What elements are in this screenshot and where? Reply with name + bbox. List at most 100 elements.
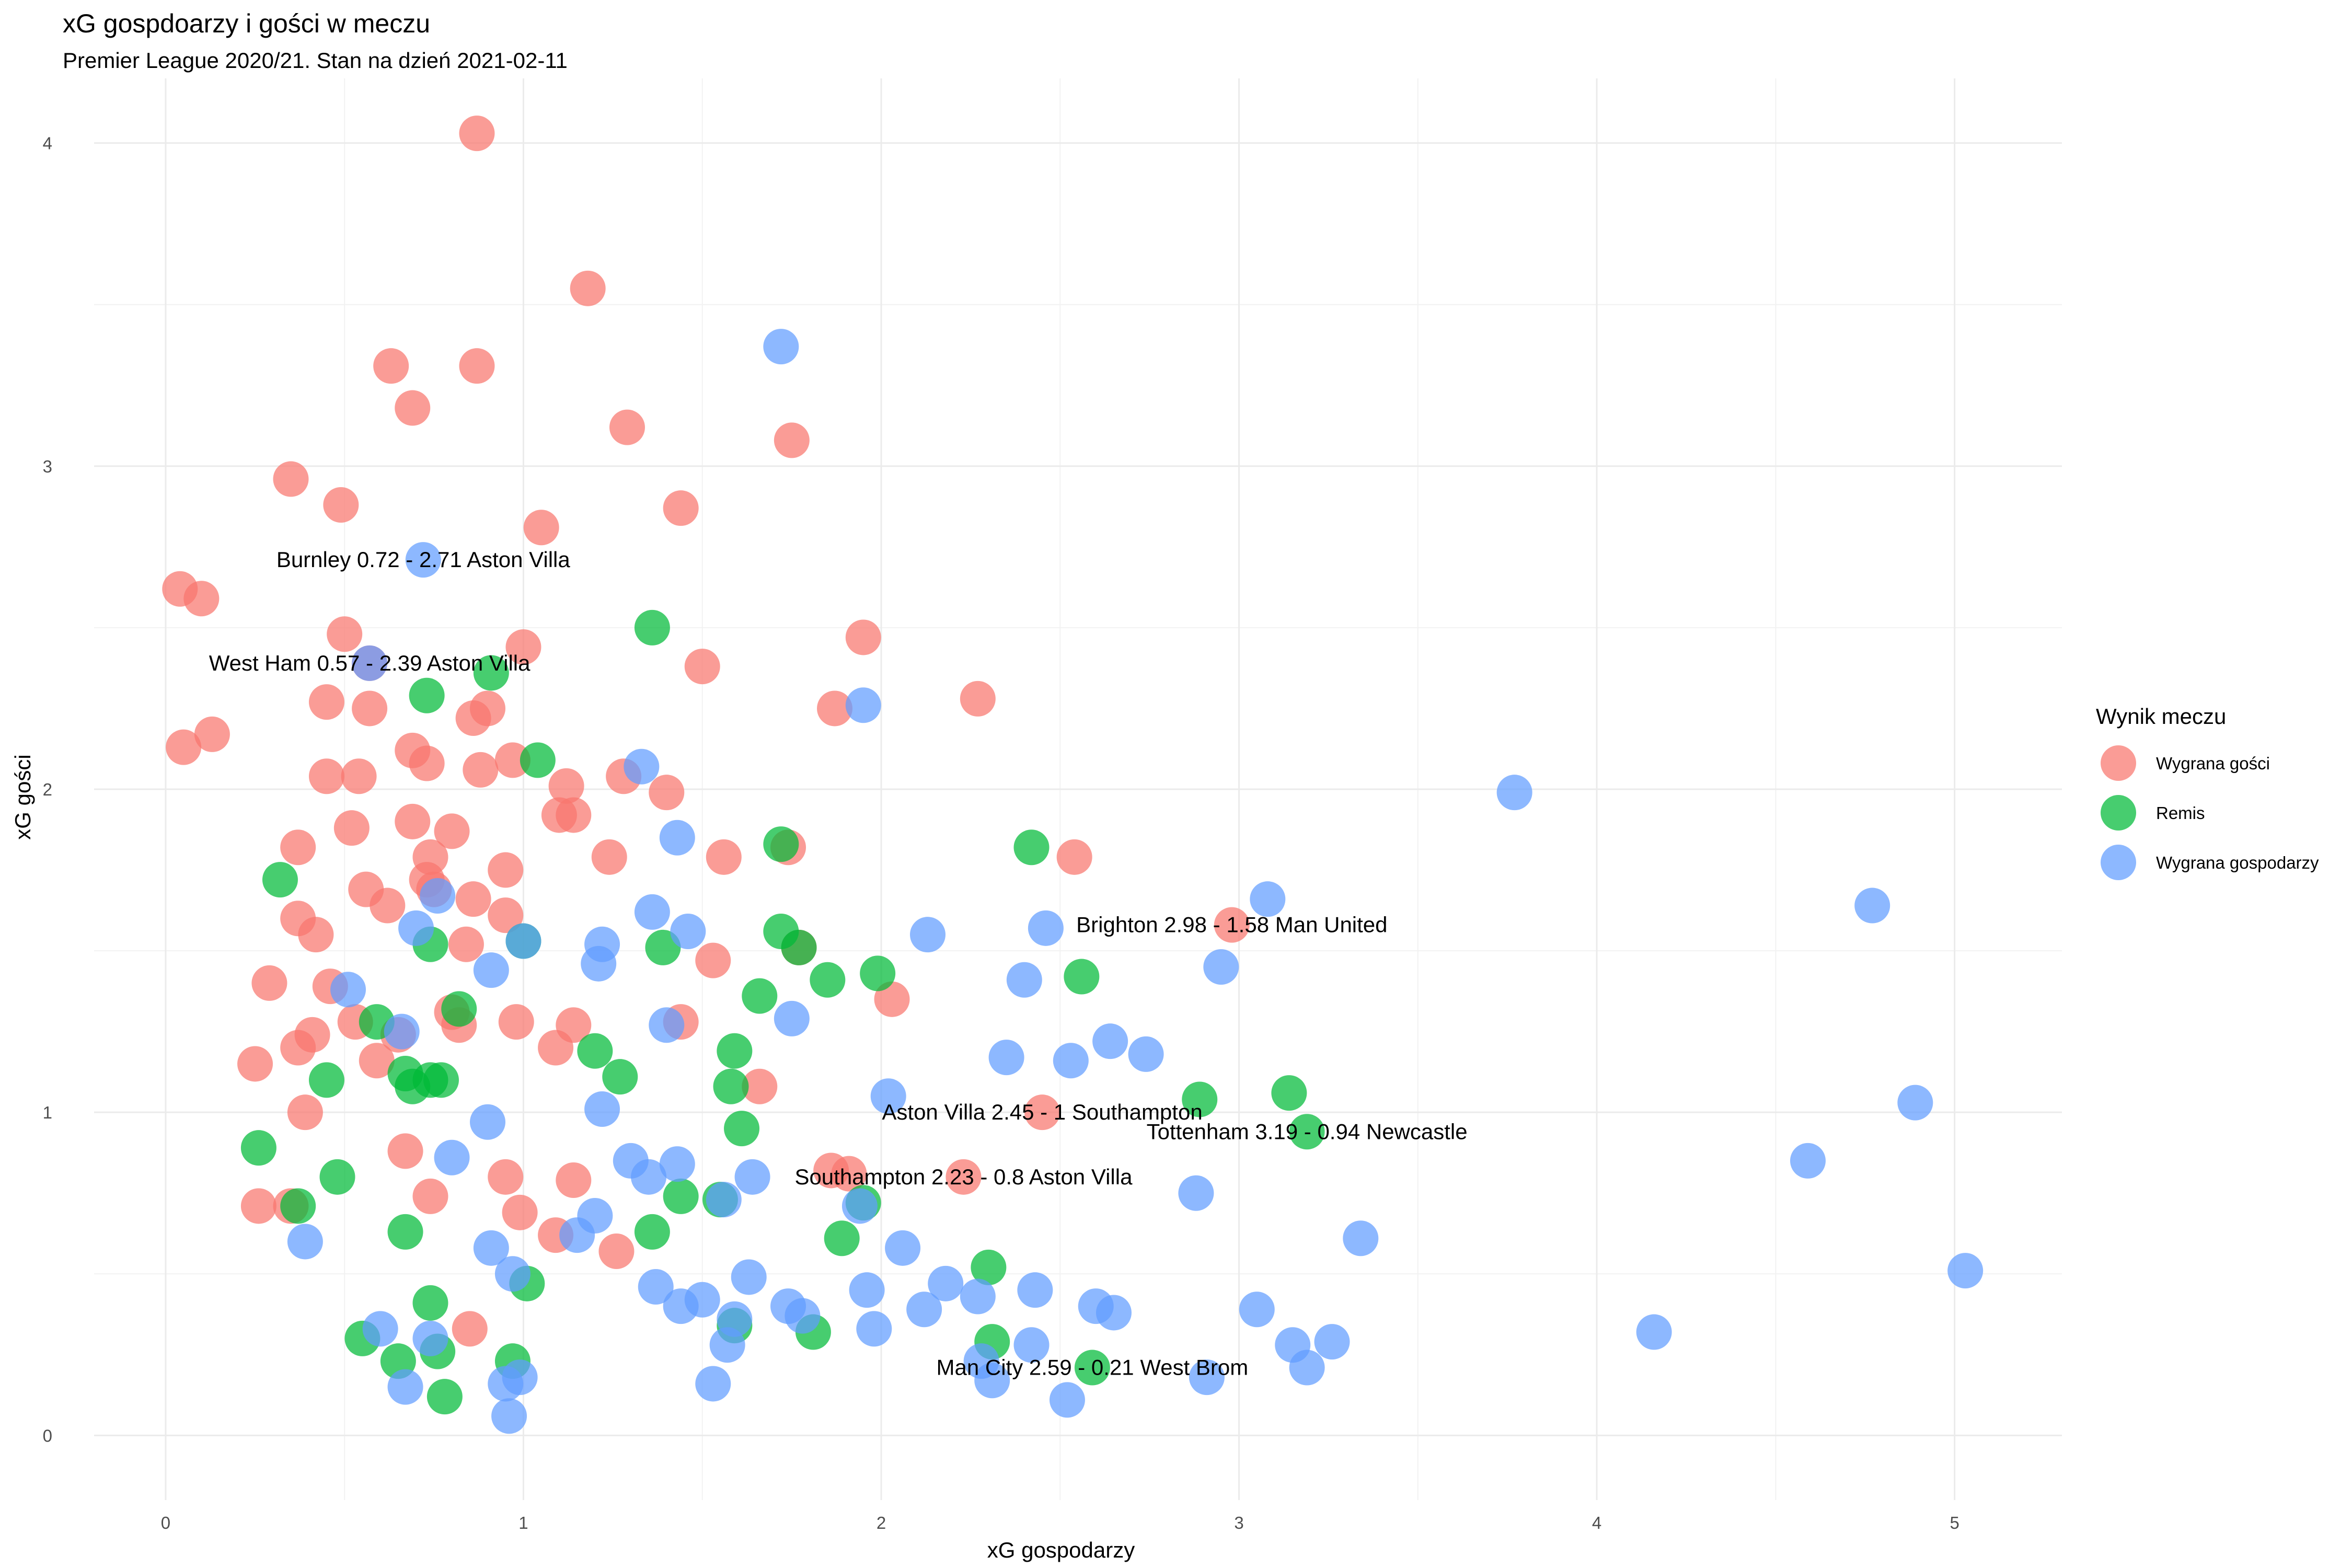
- scatter-point: [330, 972, 366, 1008]
- scatter-point: [1239, 1292, 1275, 1328]
- scatter-point: [695, 1366, 731, 1402]
- scatter-point: [634, 1214, 670, 1250]
- scatter-point: [488, 897, 524, 933]
- scatter-point: [333, 810, 370, 846]
- scatter-point: [412, 1320, 448, 1356]
- x-tick-label: 4: [1592, 1513, 1601, 1532]
- annotation-label: Brighton 2.98 - 1.58 Man United: [1076, 913, 1387, 937]
- scatter-point: [960, 681, 996, 717]
- scatter-point: [520, 742, 556, 778]
- scatter-point: [373, 348, 409, 384]
- scatter-point: [717, 1033, 753, 1069]
- scatter-point: [470, 1104, 505, 1140]
- scatter-point: [423, 1062, 459, 1098]
- scatter-point: [280, 1188, 316, 1224]
- scatter-point: [810, 962, 846, 998]
- chart-title: xG gospdoarzy i gości w meczu: [63, 9, 430, 38]
- scatter-point: [634, 609, 670, 645]
- annotation-label: Tottenham 3.19 - 0.94 Newcastle: [1147, 1119, 1468, 1144]
- scatter-point: [709, 1327, 745, 1363]
- scatter-point: [971, 1249, 1007, 1285]
- data-points: [162, 116, 1984, 1434]
- scatter-point: [352, 690, 388, 727]
- scatter-point: [841, 1188, 878, 1224]
- scatter-point: [370, 887, 406, 924]
- scatter-point: [734, 1159, 770, 1195]
- scatter-point: [1182, 1081, 1218, 1117]
- scatter-point: [308, 758, 344, 794]
- scatter-point: [262, 862, 298, 898]
- scatter-point: [1271, 1075, 1307, 1111]
- legend-title: Wynik meczu: [2096, 704, 2226, 729]
- scatter-point: [609, 409, 645, 445]
- scatter-point: [488, 1159, 524, 1195]
- scatter-point: [412, 1285, 448, 1321]
- scatter-point: [731, 1259, 767, 1295]
- scatter-point: [488, 1366, 524, 1402]
- scatter-point: [1013, 1327, 1050, 1363]
- scatter-point: [742, 1068, 778, 1104]
- legend-label: Remis: [2156, 803, 2205, 823]
- legend-key: [2101, 845, 2136, 880]
- scatter-point: [323, 487, 359, 523]
- scatter-point: [1343, 1220, 1379, 1256]
- scatter-point: [1053, 1043, 1089, 1079]
- scatter-point: [591, 839, 627, 875]
- scatter-point: [763, 826, 799, 862]
- scatter-point: [556, 1162, 592, 1198]
- scatter-point: [856, 1311, 892, 1347]
- scatter-point: [387, 1214, 423, 1250]
- scatter-point: [502, 1194, 538, 1230]
- scatter-point: [194, 716, 230, 752]
- y-axis-ticks: 0 1 2 3 4: [43, 134, 52, 1446]
- scatter-point: [319, 1159, 355, 1195]
- scatter-point: [538, 1030, 574, 1066]
- annotation-label: Southampton 2.23 - 0.8 Aston Villa: [794, 1165, 1133, 1189]
- scatter-point: [491, 1398, 527, 1434]
- scatter-point: [448, 926, 484, 962]
- scatter-point: [327, 616, 363, 652]
- scatter-point: [420, 878, 456, 914]
- scatter-point: [183, 581, 220, 617]
- scatter-point: [785, 1298, 821, 1334]
- scatter-point: [1028, 910, 1064, 946]
- scatter-point: [781, 929, 817, 965]
- x-tick-label: 0: [161, 1513, 170, 1532]
- scatter-point: [909, 917, 946, 953]
- scatter-point: [584, 1091, 620, 1127]
- y-tick-label: 0: [43, 1426, 52, 1445]
- scatter-point: [885, 1230, 921, 1266]
- annotation-label: Burnley 0.72 - 2.71 Aston Villa: [276, 547, 571, 572]
- x-axis-title: xG gospodarzy: [987, 1538, 1135, 1562]
- scatter-point: [308, 684, 344, 720]
- scatter-point: [774, 1000, 810, 1036]
- scatter-point: [624, 748, 660, 785]
- scatter-point: [434, 1139, 470, 1175]
- scatter-point: [1496, 775, 1532, 811]
- scatter-point: [960, 1278, 996, 1315]
- scatter-point: [1178, 1175, 1214, 1211]
- scatter-point: [649, 775, 685, 811]
- scatter-point: [240, 1130, 276, 1166]
- scatter-point: [1064, 959, 1100, 995]
- scatter-point: [298, 917, 334, 953]
- annotations: Burnley 0.72 - 2.71 Aston Villa West Ham …: [209, 547, 1468, 1379]
- scatter-point: [1289, 1350, 1325, 1386]
- annotation-label: Man City 2.59 - 0.21 West Brom: [936, 1355, 1248, 1380]
- scatter-point: [845, 687, 881, 723]
- scatter-point: [280, 1030, 316, 1066]
- annotation-label: Aston Villa 2.45 - 1 Southampton: [882, 1100, 1202, 1124]
- scatter-point: [352, 645, 388, 681]
- scatter-point: [670, 914, 706, 949]
- scatter-point: [1013, 829, 1050, 866]
- scatter-point: [663, 1178, 699, 1214]
- scatter-point: [473, 952, 509, 988]
- scatter-point: [405, 542, 441, 578]
- scatter-point: [308, 1062, 344, 1098]
- scatter-point: [1056, 839, 1092, 875]
- scatter-point: [774, 422, 810, 458]
- scatter-point: [724, 1111, 760, 1147]
- scatter-point: [463, 752, 499, 788]
- scatter-point: [441, 991, 477, 1027]
- scatter-point: [1092, 1023, 1128, 1059]
